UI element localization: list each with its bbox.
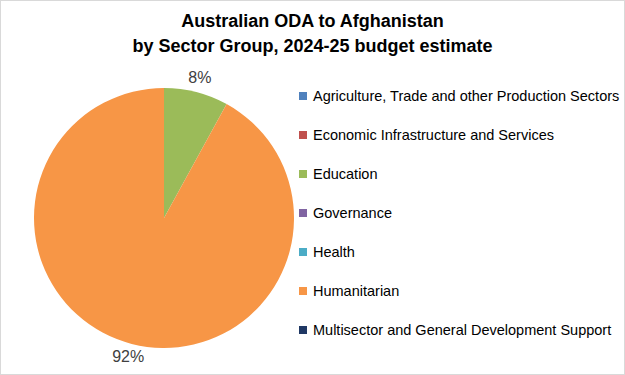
legend-item: Economic Infrastructure and Services	[299, 126, 621, 144]
legend-swatch	[299, 92, 307, 100]
legend-swatch	[299, 209, 307, 217]
pie-slice	[34, 88, 294, 348]
plot: 8% 92%	[1, 1, 624, 374]
legend-label: Economic Infrastructure and Services	[313, 127, 554, 143]
legend-label: Humanitarian	[313, 283, 399, 299]
legend-swatch	[299, 326, 307, 334]
legend-item: Education	[299, 165, 621, 183]
slices	[34, 88, 294, 348]
legend-label: Health	[313, 244, 355, 260]
legend-label: Education	[313, 166, 378, 182]
data-label: 8%	[188, 69, 211, 86]
legend-item: Multisector and General Development Supp…	[299, 321, 621, 339]
pie-slice	[164, 88, 165, 218]
legend-swatch	[299, 131, 307, 139]
legend-label: Agriculture, Trade and other Production …	[313, 88, 619, 104]
legend-swatch	[299, 170, 307, 178]
legend-swatch	[299, 287, 307, 295]
legend-item: Health	[299, 243, 621, 261]
chart-title: Australian ODA to Afghanistanby Sector G…	[1, 9, 624, 59]
legend: Agriculture, Trade and other Production …	[299, 87, 621, 360]
legend-item: Governance	[299, 204, 621, 222]
data-label: 92%	[112, 348, 144, 365]
legend-item: Agriculture, Trade and other Production …	[299, 87, 621, 105]
chart: Australian ODA to Afghanistanby Sector G…	[0, 0, 625, 375]
legend-label: Multisector and General Development Supp…	[313, 322, 611, 338]
legend-swatch	[299, 248, 307, 256]
legend-item: Humanitarian	[299, 282, 621, 300]
legend-label: Governance	[313, 205, 392, 221]
